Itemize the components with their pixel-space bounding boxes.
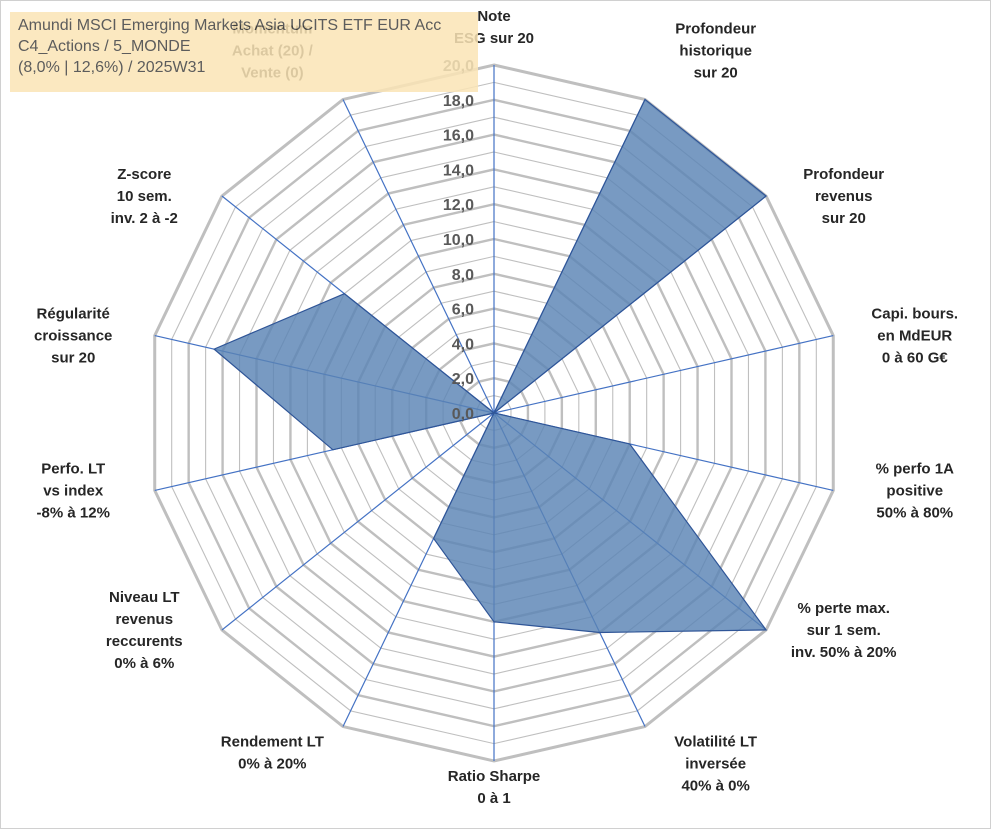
tick-label: 2,0 bbox=[452, 371, 474, 388]
category-label-5: % perte max. sur 1 sem. inv. 50% à 20% bbox=[791, 600, 897, 661]
radar-series bbox=[212, 98, 768, 634]
category-label-10: Perfo. LT vs index -8% à 12% bbox=[37, 460, 110, 521]
category-label-9: Niveau LT revenus reccurents 0% à 6% bbox=[106, 589, 183, 672]
fund-name: Amundi MSCI Emerging Markets Asia UCITS … bbox=[18, 17, 442, 34]
fund-category: C4_Actions / 5_MONDE bbox=[18, 38, 191, 55]
category-label-8: Rendement LT 0% à 20% bbox=[221, 734, 324, 773]
tick-label: 8,0 bbox=[452, 267, 474, 284]
axis-spoke-9 bbox=[221, 412, 495, 631]
category-label-6: Volatilité LT inversée 40% à 0% bbox=[674, 734, 757, 795]
category-label-7: Ratio Sharpe 0 à 1 bbox=[448, 768, 541, 807]
category-label-11: Régularité croissance sur 20 bbox=[34, 306, 112, 367]
tick-label: 0,0 bbox=[452, 406, 474, 423]
radar-tick-labels: 0,02,04,06,08,010,012,014,016,018,020,0 bbox=[443, 58, 474, 423]
tick-label: 4,0 bbox=[452, 336, 474, 353]
tick-label: 18,0 bbox=[443, 93, 474, 110]
series-area bbox=[212, 98, 768, 634]
tick-label: 12,0 bbox=[443, 197, 474, 214]
tick-label: 10,0 bbox=[443, 232, 474, 249]
category-label-3: Capi. bours. en MdEUR 0 à 60 G€ bbox=[871, 306, 958, 367]
chart-title-box: Amundi MSCI Emerging Markets Asia UCITS … bbox=[10, 12, 478, 92]
tick-label: 6,0 bbox=[452, 302, 474, 319]
category-label-1: Profondeur historique sur 20 bbox=[675, 20, 756, 81]
category-label-12: Z-score 10 sem. inv. 2 à -2 bbox=[111, 166, 178, 227]
fund-stats: (8,0% | 12,6%) / 2025W31 bbox=[18, 59, 206, 76]
category-label-4: % perfo 1A positive 50% à 80% bbox=[876, 460, 955, 521]
category-label-2: Profondeur revenus sur 20 bbox=[803, 166, 884, 227]
axis-spoke-13 bbox=[342, 99, 495, 414]
tick-label: 16,0 bbox=[443, 128, 474, 145]
tick-label: 14,0 bbox=[443, 162, 474, 179]
axis-spoke-3 bbox=[493, 334, 834, 414]
